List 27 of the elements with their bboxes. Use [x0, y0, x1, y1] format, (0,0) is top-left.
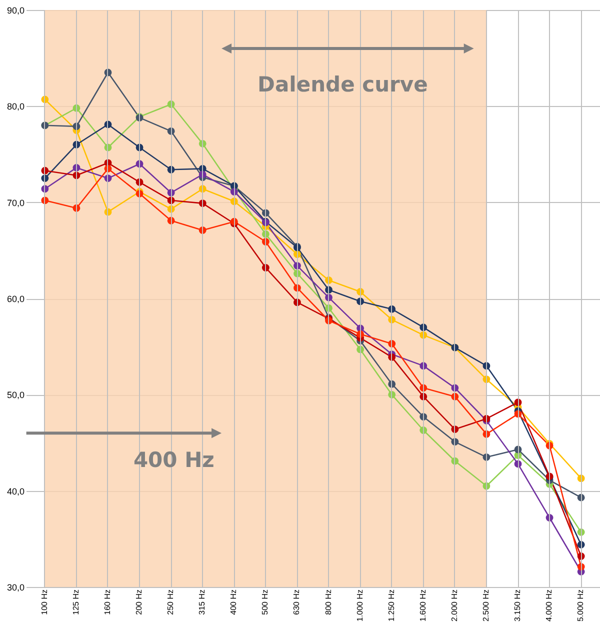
x-tick-label: 2.500 Hz — [481, 590, 490, 622]
x-tick-label: 100 Hz — [40, 590, 49, 615]
x-tick-label: 5.000 Hz — [576, 590, 586, 622]
annotation: Dalende curve — [258, 72, 428, 97]
x-tick-label: 3.150 Hz — [513, 590, 522, 622]
x-tick-label: 200 Hz — [134, 590, 144, 615]
x-tick-label: 1.000 Hz — [355, 590, 364, 622]
annotation: 400 Hz — [133, 448, 214, 472]
y-tick-label: 80,0 — [6, 102, 24, 112]
x-tick-label: 125 Hz — [71, 590, 80, 615]
y-tick-label: 90,0 — [6, 6, 24, 16]
x-tick-label: 500 Hz — [260, 590, 270, 615]
x-tick-label: 2.000 Hz — [450, 590, 459, 622]
x-tick-label: 1.250 Hz — [386, 590, 396, 622]
y-tick-label: 40,0 — [6, 486, 24, 496]
x-tick-label: 250 Hz — [166, 590, 176, 615]
y-tick-label: 60,0 — [6, 294, 24, 304]
x-tick-label: 160 Hz — [103, 590, 112, 615]
x-tick-label: 1.600 Hz — [418, 590, 428, 622]
y-tick-label: 70,0 — [6, 198, 24, 208]
x-tick-label: 4.000 Hz — [544, 590, 554, 622]
x-tick-label: 315 Hz — [198, 590, 207, 615]
x-tick-label: 630 Hz — [292, 590, 302, 615]
y-tick-label: 30,0 — [6, 582, 24, 592]
x-tick-label: 800 Hz — [324, 590, 333, 615]
x-tick-label: 400 Hz — [229, 590, 238, 615]
y-tick-label: 50,0 — [6, 390, 24, 400]
